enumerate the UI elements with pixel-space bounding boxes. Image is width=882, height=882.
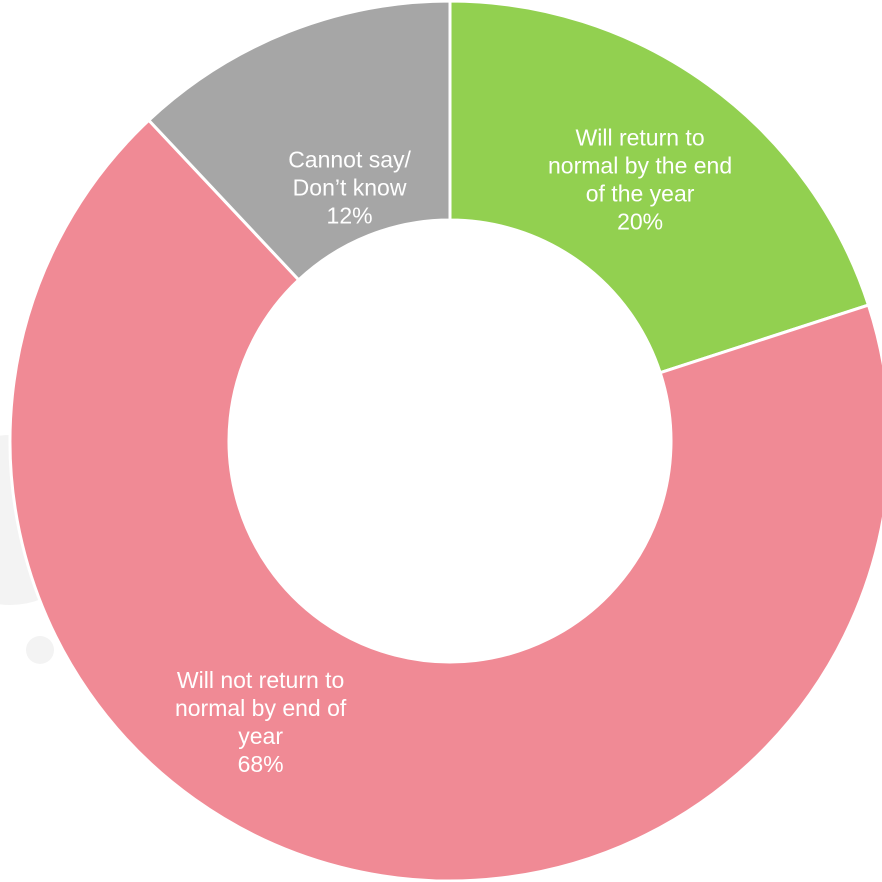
labels-group: Will return to normal by the end of the ye… bbox=[175, 124, 732, 777]
slice-label-2: Cannot say/Don’t know 12% bbox=[288, 146, 411, 228]
pie-slice-2 bbox=[146, 0, 452, 283]
slice-label-0: Will return to normal by the end of the ye… bbox=[548, 124, 732, 234]
slice-category-label: normal by the end bbox=[548, 152, 732, 178]
slice-value-label: 20% bbox=[617, 208, 663, 234]
slices-group bbox=[8, 0, 882, 882]
slice-category-label: year bbox=[238, 723, 283, 749]
slice-category-label: of the year bbox=[586, 180, 695, 206]
slice-category-label: normal by end of bbox=[175, 695, 347, 721]
slice-label-1: Will not return to normal by end of year 68… bbox=[175, 667, 347, 777]
slice-value-label: 12% bbox=[327, 202, 373, 228]
slice-category-label: Cannot say/ bbox=[288, 146, 411, 172]
slice-category-label: Don’t know bbox=[293, 174, 407, 200]
pie-slice-1 bbox=[8, 118, 882, 882]
slice-category-label: Will return to bbox=[576, 124, 705, 150]
slice-category-label: Will not return to bbox=[177, 667, 344, 693]
slice-value-label: 68% bbox=[238, 751, 284, 777]
pie-slice-0 bbox=[448, 0, 871, 375]
